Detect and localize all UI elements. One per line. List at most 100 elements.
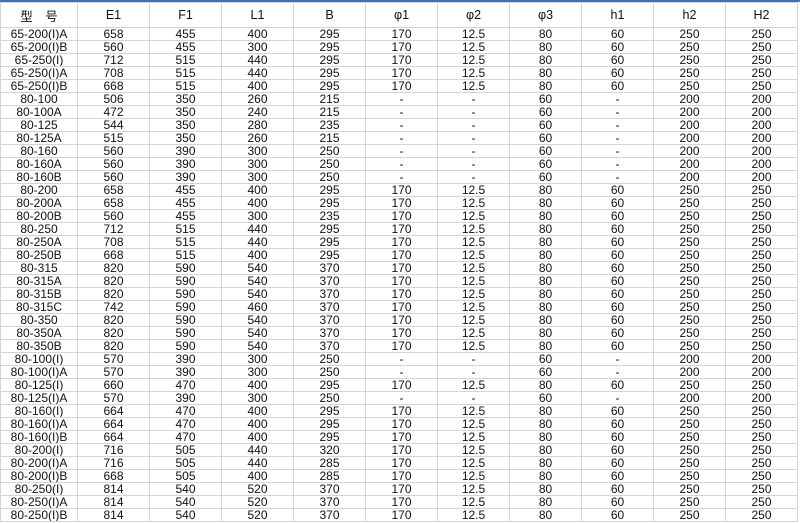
cell-model: 80-315B: [0, 287, 78, 301]
cell-value: 80: [509, 443, 582, 457]
cell-value: 440: [221, 235, 294, 249]
cell-value: 570: [77, 391, 150, 405]
cell-value: 250: [293, 170, 366, 184]
cell-value: 716: [77, 443, 150, 457]
cell-value: 170: [365, 222, 438, 236]
cell-value: 250: [293, 391, 366, 405]
cell-value: 170: [365, 53, 438, 67]
cell-value: 60: [509, 170, 582, 184]
cell-value: 544: [77, 118, 150, 132]
cell-value: 80: [509, 378, 582, 392]
table-row: 80-200(I)A 716 505 440 285 170 12.5 80 60 250 250: [0, 456, 798, 470]
cell-value: 506: [77, 92, 150, 106]
cell-model: 80-125(I)A: [0, 391, 78, 405]
cell-value: 60: [509, 391, 582, 405]
cell-value: 170: [365, 79, 438, 93]
cell-value: 80: [509, 508, 582, 522]
cell-model: 80-160(I)B: [0, 430, 78, 444]
cell-value: 470: [149, 404, 222, 418]
cell-value: 80: [509, 495, 582, 509]
cell-value: 400: [221, 183, 294, 197]
cell-value: 250: [653, 261, 726, 275]
cell-value: 170: [365, 300, 438, 314]
cell-value: 820: [77, 287, 150, 301]
cell-value: 250: [725, 27, 798, 41]
cell-value: 470: [149, 430, 222, 444]
cell-value: 370: [293, 339, 366, 353]
cell-value: 250: [653, 404, 726, 418]
cell-value: 295: [293, 66, 366, 80]
cell-value: 60: [581, 27, 654, 41]
cell-value: 170: [365, 248, 438, 262]
cell-value: 12.5: [437, 40, 510, 54]
cell-value: 470: [149, 378, 222, 392]
cell-value: 170: [365, 443, 438, 457]
table-row: 80-160(I)B 664 470 400 295 170 12.5 80 60 250 250: [0, 430, 798, 444]
cell-value: 295: [293, 430, 366, 444]
cell-value: 170: [365, 469, 438, 483]
cell-value: 658: [77, 196, 150, 210]
cell-value: 370: [293, 313, 366, 327]
cell-value: 440: [221, 456, 294, 470]
cell-value: 370: [293, 326, 366, 340]
cell-value: -: [581, 144, 654, 158]
cell-model: 80-315C: [0, 300, 78, 314]
header-phi3: φ3: [509, 2, 582, 28]
cell-value: 80: [509, 313, 582, 327]
cell-value: 200: [653, 131, 726, 145]
cell-value: 80: [509, 430, 582, 444]
cell-value: -: [437, 365, 510, 379]
cell-value: 80: [509, 183, 582, 197]
cell-value: -: [437, 92, 510, 106]
cell-value: 12.5: [437, 53, 510, 67]
cell-value: 12.5: [437, 482, 510, 496]
cell-value: -: [365, 105, 438, 119]
cell-value: 455: [149, 183, 222, 197]
cell-value: 12.5: [437, 378, 510, 392]
table-row: 80-250(I)B 814 540 520 370 170 12.5 80 60 250 250: [0, 508, 798, 522]
cell-value: 295: [293, 196, 366, 210]
table-row: 80-160B 560 390 300 250- -60-200 200: [0, 170, 798, 184]
cell-value: 250: [725, 53, 798, 67]
cell-model: 65-250(I): [0, 53, 78, 67]
cell-value: 515: [149, 79, 222, 93]
cell-value: 250: [653, 222, 726, 236]
cell-value: 560: [77, 157, 150, 171]
header-e1: E1: [77, 2, 150, 28]
cell-value: 200: [725, 391, 798, 405]
cell-value: 295: [293, 404, 366, 418]
cell-value: 250: [653, 339, 726, 353]
cell-value: 200: [653, 105, 726, 119]
cell-value: 170: [365, 378, 438, 392]
cell-value: -: [437, 131, 510, 145]
cell-value: 664: [77, 417, 150, 431]
cell-value: 820: [77, 274, 150, 288]
header-phi1: φ1: [365, 2, 438, 28]
cell-value: 60: [581, 417, 654, 431]
cell-value: 250: [725, 274, 798, 288]
cell-value: 60: [509, 131, 582, 145]
table-row: 80-100(I)A 570 390 300 250- -60-200 200: [0, 365, 798, 379]
cell-value: 60: [581, 326, 654, 340]
cell-value: 708: [77, 235, 150, 249]
cell-value: 170: [365, 27, 438, 41]
cell-value: 250: [653, 417, 726, 431]
cell-value: 80: [509, 40, 582, 54]
cell-value: 470: [149, 417, 222, 431]
cell-model: 80-125(I): [0, 378, 78, 392]
cell-value: 660: [77, 378, 150, 392]
cell-value: -: [437, 105, 510, 119]
cell-value: 250: [725, 287, 798, 301]
cell-value: 400: [221, 248, 294, 262]
cell-value: 295: [293, 79, 366, 93]
table-row: 80-250(I) 814 540 520 370 170 12.5 80 60 250 250: [0, 482, 798, 496]
cell-value: 540: [221, 339, 294, 353]
cell-value: 370: [293, 261, 366, 275]
cell-value: 170: [365, 183, 438, 197]
cell-value: 664: [77, 404, 150, 418]
cell-value: 250: [725, 339, 798, 353]
cell-value: -: [365, 92, 438, 106]
cell-model: 80-250A: [0, 235, 78, 249]
cell-value: 200: [725, 118, 798, 132]
